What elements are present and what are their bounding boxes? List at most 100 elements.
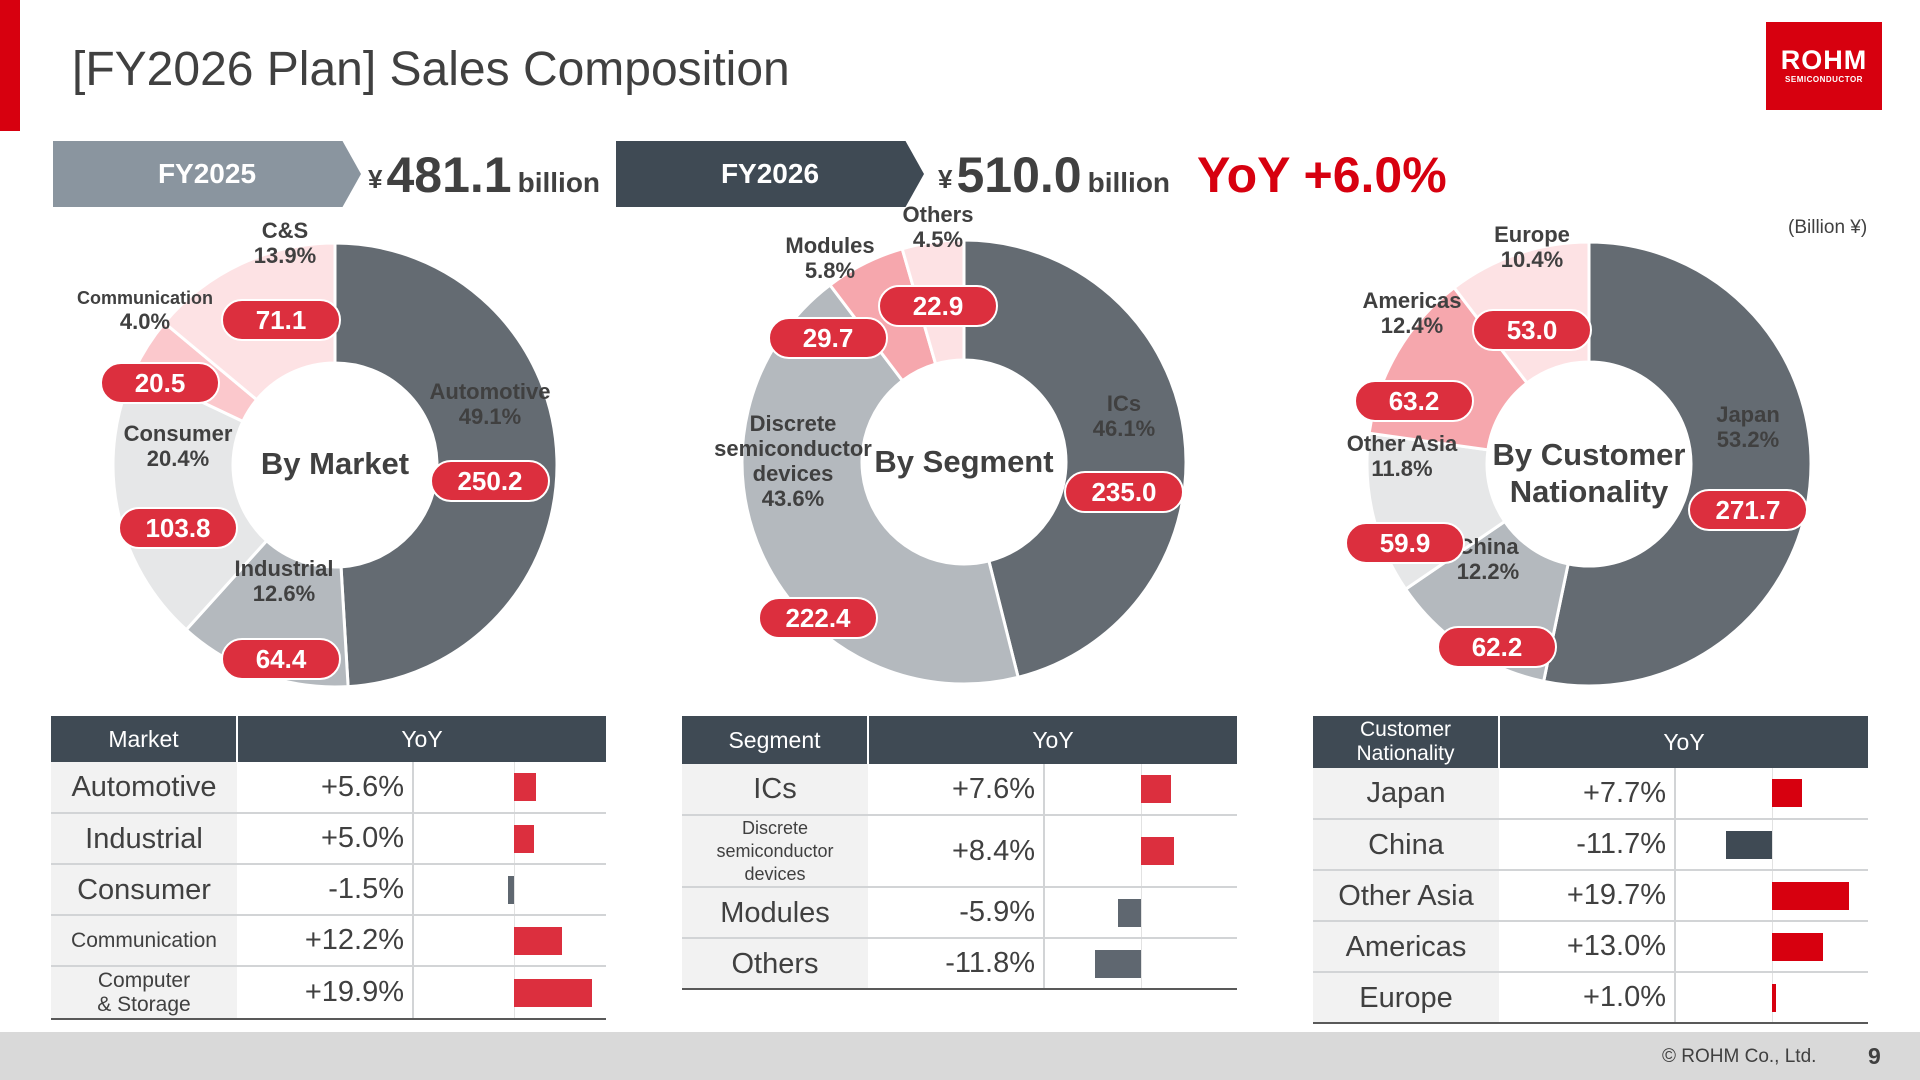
market-yoy-table: Market YoY Automotive +5.6% Industrial +5.0% C… [51, 716, 606, 1020]
nationality-row-name: Americas [1313, 921, 1499, 973]
segment-slice-value: 222.4 [785, 603, 851, 633]
table-row: Americas +13.0% [1313, 921, 1868, 973]
table-row: Discrete semiconductor devices +8.4% [682, 815, 1237, 888]
segment-slice-name: semiconductor [714, 436, 872, 461]
market-slice-value: 64.4 [256, 644, 307, 674]
market-value-pill [100, 362, 220, 404]
market-value-pill [430, 460, 550, 502]
market-value-pill [221, 638, 341, 680]
market-row-name: Computer & Storage [51, 966, 237, 1020]
table-header-name: Segment [682, 716, 869, 764]
zero-axis [514, 865, 515, 914]
table-row: Europe +1.0% [1313, 972, 1868, 1024]
nationality-yoy-bar [1772, 983, 1776, 1012]
unit-note: (Billion ¥) [1788, 217, 1868, 238]
nationality-slice-value: 62.2 [1472, 632, 1523, 662]
segment-row-bar-cell [1044, 764, 1237, 816]
market-slice-name: Industrial [234, 556, 333, 581]
nationality-yoy-bar [1772, 881, 1849, 910]
market-slice-name: Consumer [124, 421, 233, 446]
market-row-bar-cell [413, 966, 606, 1020]
nationality-slice-value: 271.7 [1715, 495, 1780, 525]
page-number: 9 [1868, 1043, 1881, 1069]
market-slice-percent: 12.6% [253, 581, 315, 606]
segment-row-yoy: -11.8% [868, 938, 1045, 990]
segment-value-pill [878, 285, 998, 327]
table-header-row: Market YoY [51, 716, 606, 762]
nationality-row-yoy: +13.0% [1499, 921, 1676, 973]
table-header-yoy: YoY [237, 716, 606, 762]
footer: © ROHM Co., Ltd. 9 [0, 1032, 1920, 1080]
fy2025-arrow: FY2025 [53, 141, 361, 207]
nationality-row-name: Europe [1313, 972, 1499, 1024]
nationality-slice-percent: 12.4% [1381, 313, 1443, 338]
logo-text: ROHM [1780, 45, 1868, 75]
market-yoy-bar [514, 773, 536, 801]
market-yoy-bar [514, 926, 562, 955]
segment-slice-name: Modules [785, 233, 874, 258]
table-row: Others -11.8% [682, 938, 1237, 990]
nationality-value-pill [1437, 626, 1557, 668]
market-slice-percent: 13.9% [254, 243, 316, 268]
nationality-row-bar-cell [1675, 972, 1868, 1024]
fy2026-currency: ¥ [938, 164, 953, 194]
nationality-row-name: Japan [1313, 768, 1499, 820]
market-slice-value: 250.2 [457, 466, 522, 496]
logo-subtext: SEMICONDUCTOR [1785, 75, 1863, 84]
market-yoy-bar [514, 824, 534, 853]
fy2025-amount-value: 481.1 [386, 147, 512, 203]
segment-row-name: Modules [682, 887, 868, 939]
market-row-yoy: +5.0% [237, 813, 414, 865]
fy2025-currency: ¥ [368, 164, 383, 194]
segment-yoy-bar [1117, 898, 1141, 927]
fy2025-label: FY2025 [157, 158, 257, 189]
segment-row-yoy: -5.9% [868, 887, 1045, 939]
nationality-slice-name: Americas [1362, 288, 1461, 313]
accent-bar [0, 0, 20, 131]
segment-slice-value: 22.9 [913, 291, 964, 321]
market-row-name: Communication [51, 915, 237, 967]
segment-yoy-bar [1141, 837, 1174, 865]
fy2026-amount-value: 510.0 [956, 147, 1082, 203]
nationality-row-bar-cell [1675, 870, 1868, 922]
market-row-yoy: +19.9% [237, 966, 414, 1020]
market-slice-name: Automotive [430, 379, 551, 404]
table-header-name: Market [51, 716, 238, 762]
segment-slice-percent: 43.6% [762, 486, 824, 511]
nationality-yoy-bar [1772, 932, 1823, 961]
table-row: Communication +12.2% [51, 915, 606, 967]
nationality-value-pill [1354, 380, 1474, 422]
fy2026-amount: ¥510.0 billion [938, 146, 1170, 204]
market-value-pill [221, 299, 341, 341]
market-row-yoy: -1.5% [237, 864, 414, 916]
segment-value-pill [768, 317, 888, 359]
table-row: Automotive +5.6% [51, 762, 606, 814]
nationality-center-label: Nationality [1510, 474, 1669, 509]
segment-row-name: ICs [682, 764, 868, 816]
fy2025-unit: billion [517, 167, 601, 198]
market-slice-value: 20.5 [135, 368, 186, 398]
nationality-slice-value: 53.0 [1507, 315, 1558, 345]
nationality-slice-name: Europe [1494, 222, 1570, 247]
nationality-slice-percent: 11.8% [1371, 456, 1432, 481]
market-center-label: By Market [261, 446, 409, 481]
table-header-yoy: YoY [868, 716, 1237, 764]
market-slice-name: C&S [262, 218, 308, 243]
segment-row-bar-cell [1044, 938, 1237, 990]
segment-slice-value: 29.7 [803, 323, 854, 353]
segment-slice-ics [962, 238, 1188, 680]
copyright: © ROHM Co., Ltd. [1662, 1046, 1817, 1067]
market-row-bar-cell [413, 762, 606, 814]
table-row: ICs +7.6% [682, 764, 1237, 816]
market-slice-percent: 20.4% [147, 446, 209, 471]
segment-row-bar-cell [1044, 815, 1237, 888]
table-row: China -11.7% [1313, 819, 1868, 871]
nationality-yoy-bar [1772, 779, 1803, 807]
market-row-name: Industrial [51, 813, 237, 865]
table-row: Computer & Storage +19.9% [51, 966, 606, 1020]
segment-slice-value: 235.0 [1091, 477, 1156, 507]
nationality-row-yoy: -11.7% [1499, 819, 1676, 871]
zero-axis [1772, 820, 1773, 869]
market-row-bar-cell [413, 864, 606, 916]
